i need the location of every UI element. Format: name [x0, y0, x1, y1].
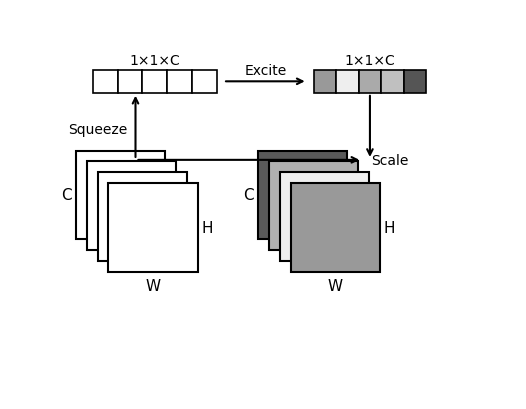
Bar — [381, 71, 403, 94]
Text: C: C — [62, 188, 72, 203]
Text: Scale: Scale — [371, 153, 409, 167]
Text: C: C — [244, 188, 254, 203]
Text: 1×1×C: 1×1×C — [129, 54, 180, 67]
Text: W: W — [145, 278, 160, 293]
Bar — [118, 71, 143, 94]
Bar — [143, 71, 167, 94]
Text: H: H — [201, 220, 213, 235]
Text: Excite: Excite — [244, 64, 287, 78]
Text: W: W — [328, 278, 342, 293]
Bar — [359, 71, 381, 94]
Text: 1×1×C: 1×1×C — [345, 54, 396, 67]
Bar — [87, 162, 176, 250]
Bar — [313, 71, 336, 94]
Text: H: H — [383, 220, 395, 235]
Bar — [93, 71, 118, 94]
Bar — [76, 151, 165, 240]
Bar — [258, 151, 347, 240]
Bar — [280, 173, 369, 261]
Bar — [290, 184, 380, 272]
Bar — [336, 71, 359, 94]
Text: Squeeze: Squeeze — [68, 123, 127, 137]
Bar — [192, 71, 217, 94]
Bar — [269, 162, 358, 250]
Bar — [97, 173, 187, 261]
Bar — [108, 184, 197, 272]
Bar — [167, 71, 192, 94]
Bar — [403, 71, 426, 94]
